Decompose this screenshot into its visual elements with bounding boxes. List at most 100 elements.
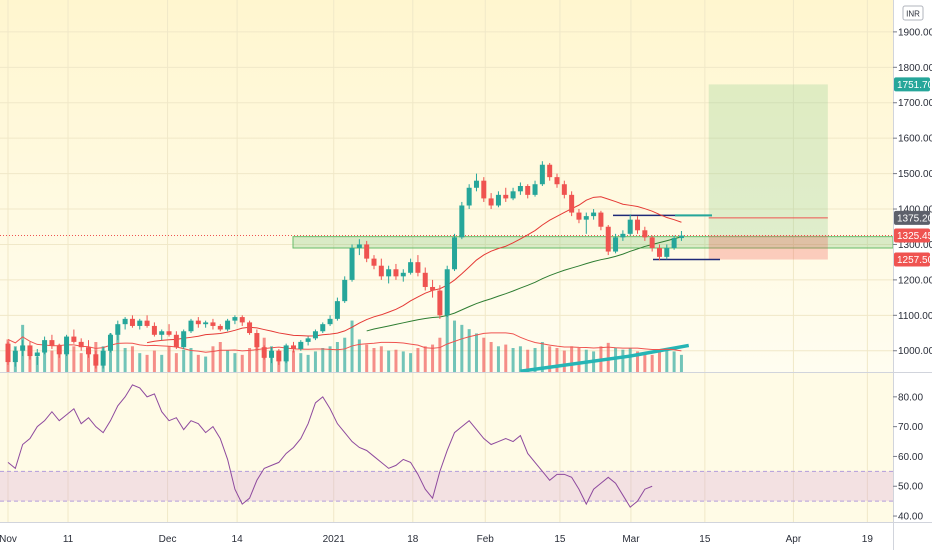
volume-bar <box>174 353 178 372</box>
rsi-layer[interactable] <box>0 384 893 508</box>
volume-bar <box>116 329 120 372</box>
volume-bar <box>650 354 654 372</box>
candle <box>656 244 662 261</box>
candle-body <box>554 177 560 185</box>
volume-bar <box>211 346 215 372</box>
candle <box>107 333 113 353</box>
candle <box>598 210 604 231</box>
candle <box>481 177 487 202</box>
candle-body <box>5 343 11 363</box>
candle-body <box>122 318 128 325</box>
candle-body <box>430 286 436 291</box>
candle <box>159 329 165 341</box>
candle-body <box>664 248 670 257</box>
volume-bar <box>394 349 398 372</box>
candle <box>576 209 582 224</box>
candle-body <box>671 238 677 248</box>
price-tag <box>894 210 930 225</box>
candle <box>137 318 143 330</box>
candle <box>232 315 238 325</box>
candle <box>56 343 62 358</box>
candle-body <box>203 322 209 325</box>
volume-bar <box>431 344 435 372</box>
candle-body <box>473 180 479 188</box>
candle-body <box>261 347 267 358</box>
candle <box>678 230 684 241</box>
candle-body <box>437 290 443 316</box>
price-tag-label: 1257.50 <box>897 255 932 266</box>
candle <box>510 187 516 201</box>
volume-bar <box>248 348 252 372</box>
volume-bar <box>548 346 552 372</box>
candle <box>466 184 472 210</box>
candle <box>269 347 275 364</box>
rsi-pane-background <box>0 373 893 522</box>
candle <box>569 191 575 217</box>
volume-moving-average <box>7 332 682 353</box>
candle <box>254 329 260 351</box>
candles-layer[interactable] <box>5 161 684 369</box>
candle-body <box>239 317 245 323</box>
candle-body <box>481 180 487 199</box>
candle-body <box>195 320 201 325</box>
candle <box>342 276 348 303</box>
candle-body <box>466 187 472 206</box>
volume-bar <box>145 354 149 372</box>
time-axis-label: Mar <box>622 534 640 545</box>
candle-body <box>583 216 589 220</box>
rsi-axis-label: 40.00 <box>898 512 923 523</box>
candle <box>488 193 494 210</box>
currency-badge <box>902 5 924 21</box>
time-axis-label: 14 <box>232 534 244 545</box>
candle <box>261 345 267 360</box>
moving-average-layer <box>7 196 682 353</box>
volume-bar <box>299 353 303 372</box>
price-axis-label: 1400.00 <box>898 205 932 216</box>
volume-bar <box>372 348 376 372</box>
candle-body <box>678 235 684 239</box>
volume-bar <box>511 348 515 372</box>
candle <box>327 315 333 326</box>
candle <box>473 173 479 192</box>
candle <box>378 258 384 280</box>
candle <box>415 255 421 277</box>
candle-body <box>283 345 289 362</box>
candle-body <box>356 244 362 248</box>
candle <box>539 161 545 186</box>
candle <box>195 317 201 328</box>
candle <box>642 226 648 241</box>
time-axis-label: Apr <box>786 534 802 545</box>
volume-bar <box>387 350 391 372</box>
candle <box>386 265 392 284</box>
candle-body <box>642 230 648 238</box>
volume-bar <box>614 348 618 372</box>
volume-bar <box>526 349 530 372</box>
price-axis-label: 1200.00 <box>898 275 932 286</box>
candle <box>247 320 253 335</box>
volume-bar <box>255 342 259 372</box>
volume-bar <box>357 339 361 372</box>
candle <box>93 350 99 369</box>
candle <box>122 317 128 330</box>
volume-bar <box>482 337 486 372</box>
volume-bar <box>672 351 676 372</box>
candle-body <box>547 164 553 178</box>
candle-body <box>151 325 157 335</box>
candle-body <box>247 322 253 334</box>
volume-bar <box>562 350 566 372</box>
candle <box>173 331 179 349</box>
volume-bar <box>306 354 310 372</box>
candle-body <box>64 336 70 355</box>
candle <box>561 180 567 199</box>
slow-moving-average <box>366 236 682 332</box>
candle <box>452 233 458 272</box>
price-tag <box>894 228 930 243</box>
rsi-band <box>0 471 893 502</box>
volume-bar <box>72 346 76 372</box>
candle-body <box>100 350 106 366</box>
candle <box>364 240 370 263</box>
candle-body <box>444 269 450 316</box>
candle <box>276 348 282 365</box>
